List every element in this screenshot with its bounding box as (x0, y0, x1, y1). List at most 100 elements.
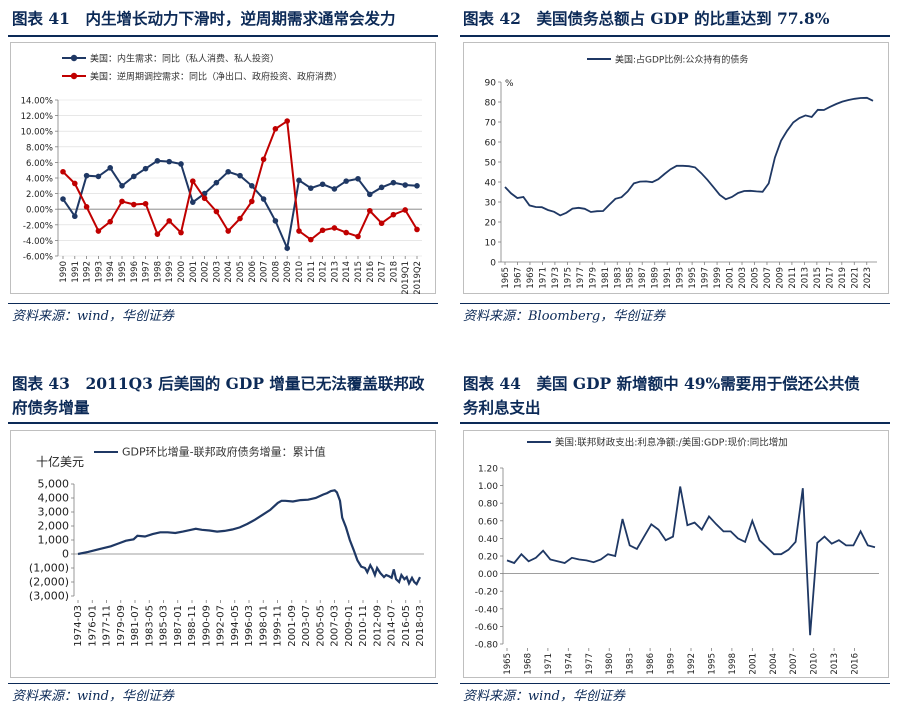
chart41-series2-point (83, 204, 90, 210)
chart43-title-rule (8, 422, 438, 424)
chart42-xtick-label: 2001 (726, 267, 736, 289)
chart44-ytick-label: -0.60 (475, 623, 499, 633)
chart42-title: 图表 42 美国债务总额占 GDP 的比重达到 77.8% (463, 9, 830, 28)
chart43-ytick-label: 4,000 (38, 492, 70, 505)
chart42-unit-label: % (505, 79, 514, 89)
chart41-title: 图表 41 内生增长动力下滑时，逆周期需求通常会发力 (12, 9, 396, 28)
chart41-xtick-label: 2013 (330, 261, 340, 283)
chart44-ytick-label: -0.20 (475, 588, 499, 598)
chart41-xtick-label: 1994 (106, 261, 116, 283)
chart42-xtick-label: 1993 (676, 267, 686, 289)
chart41-series1-point (225, 168, 231, 175)
chart42-xtick-label: 1997 (701, 267, 711, 289)
chart44-xtick-label: 1974 (564, 653, 574, 675)
chart41-series1-point (296, 177, 302, 184)
chart43-xtick-label: 1985-03 (159, 605, 170, 647)
chart44-title-line1: 图表 44 美国 GDP 新增额中 49%需要用于偿还公共债 (463, 374, 860, 393)
chart44-xtick-label: 2013 (830, 653, 840, 675)
chart43-xtick-label: 2010-11 (358, 605, 369, 647)
chart41-series1-point (237, 172, 243, 179)
chart41-series2-point (249, 198, 255, 205)
chart44-xtick-label: 2010 (810, 653, 820, 675)
chart41-xtick-label: 1991 (71, 261, 81, 283)
chart43-xtick-label: 1999-11 (273, 605, 284, 647)
chart41-xtick-label: 1990 (59, 261, 69, 283)
chart44-ytick-label: 1.20 (478, 465, 498, 475)
chart41-xtick-label: 1999 (165, 261, 175, 283)
chart41-series1-point (367, 191, 373, 198)
chart43-title-line2: 府债务增量 (12, 398, 90, 417)
chart43-ytick-label: 0 (62, 548, 69, 561)
chart42-xtick-label: 1985 (626, 267, 636, 289)
chart43-xtick-label: 1990-09 (201, 605, 212, 647)
chart43-xtick-label: 1998-01 (258, 605, 269, 647)
chart41-series1-point (60, 196, 66, 202)
chart41-series2-point (166, 218, 172, 224)
chart43-xtick-label: 2016-05 (401, 605, 412, 647)
chart41-xtick-label: 2002 (201, 261, 211, 283)
chart41-ytick-label: 8.00% (26, 143, 53, 153)
chart41-xtick-label: 2015 (354, 261, 364, 283)
chart44-xtick-label: 1995 (707, 653, 717, 675)
chart42-xtick-label: 2019 (838, 267, 848, 289)
chart43-title-line1: 图表 43 2011Q3 后美国的 GDP 增量已无法覆盖联邦政 (12, 374, 425, 393)
chart41-legend-label: 美国：内生需求：同比（私人消费、私人投资） (90, 53, 279, 65)
chart41-box (10, 42, 436, 294)
chart41-series1-point (378, 184, 385, 191)
chart44-ytick-label: 0.20 (478, 553, 498, 563)
chart41-series1-point (72, 213, 78, 220)
chart41-xtick-label: 2014 (342, 261, 352, 283)
chart41-xtick-label: 2018 (389, 261, 399, 283)
chart41-series2-point (319, 227, 326, 234)
chart41-legend-marker (70, 72, 78, 80)
chart43-ytick-label: (2,000) (29, 576, 69, 589)
chart44-source-rule (460, 683, 890, 684)
chart41-xtick-label: 1995 (118, 261, 128, 283)
chart41-series2-point (72, 180, 78, 187)
chart41-series1-point (355, 175, 361, 182)
chart43-xtick-label: 1974-03 (73, 605, 84, 647)
chart41-series1-point (142, 165, 149, 172)
chart42-xtick-label: 1995 (688, 267, 698, 289)
chart42-xtick-label: 1967 (513, 267, 523, 289)
chart41-series2-point (331, 225, 338, 231)
chart42-ytick-label: 10 (485, 239, 497, 249)
chart44-xtick-label: 2004 (769, 653, 779, 675)
chart42-legend-label: 美国:占GDP比例:公众持有的债务 (615, 54, 748, 66)
chart41-series1-point (260, 196, 267, 202)
chart41-ytick-label: -2.00% (23, 221, 53, 231)
chart41-xtick-label: 1998 (153, 261, 163, 283)
chart41-series2-point (367, 207, 373, 214)
chart41-xtick-label: 2012 (319, 261, 329, 283)
chart42-ytick-label: 30 (485, 199, 497, 209)
chart41-xtick-label: 1992 (83, 261, 93, 283)
chart44-xtick-label: 1983 (626, 653, 636, 675)
chart44-series-line (506, 486, 876, 636)
chart42-ytick-label: 60 (485, 139, 497, 149)
chart42-xtick-label: 1975 (563, 267, 573, 289)
chart41-xtick-label: 2010 (295, 261, 305, 283)
chart42-xtick-label: 1989 (651, 267, 661, 289)
chart43-ytick-label: 3,000 (38, 506, 70, 519)
chart43-xtick-label: 1992-07 (216, 605, 227, 647)
chart43-xtick-label: 1983-05 (144, 605, 155, 647)
chart41-series2-point (213, 208, 220, 215)
chart41-series1-point (402, 182, 409, 188)
chart43-xtick-label: 1987-01 (173, 605, 184, 647)
chart41-series2-point (390, 211, 397, 218)
chart41-series2-point (119, 198, 125, 205)
chart41-series1-point (166, 158, 172, 165)
chart42-xtick-label: 1969 (526, 267, 536, 289)
chart42-xtick-label: 2013 (800, 267, 810, 289)
chart42-ytick-label: 90 (485, 79, 497, 89)
chart42-ytick-label: 40 (485, 179, 497, 189)
chart43-xtick-label: 2007-03 (330, 605, 341, 647)
chart44-ytick-label: -0.80 (475, 641, 499, 651)
chart41-xtick-label: 2004 (224, 261, 234, 283)
chart41-ytick-label: 10.00% (21, 128, 53, 138)
chart42-xtick-label: 2007 (763, 267, 773, 289)
chart41-series2-point (402, 207, 409, 213)
chart41-series2-point (95, 228, 102, 234)
chart41-series1-point (131, 173, 137, 180)
chart41-legend-label: 美国：逆周期调控需求：同比（净出口、政府投资、政府消费） (90, 71, 342, 83)
